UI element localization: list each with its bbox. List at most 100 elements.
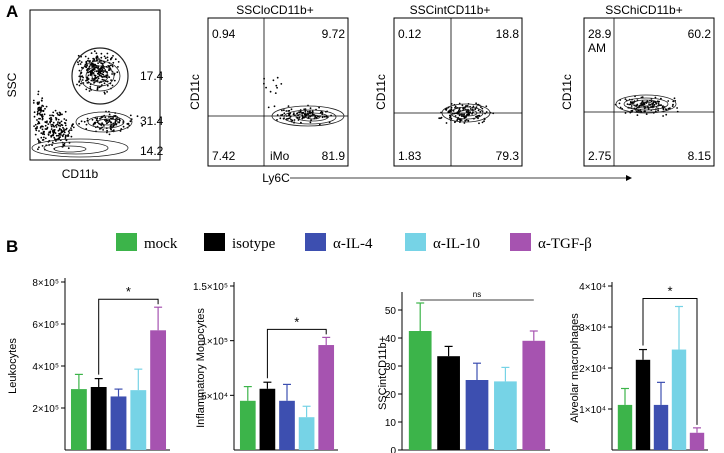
flow-event-dot xyxy=(94,64,96,67)
flow-event-dot xyxy=(289,115,292,118)
y-tick-label: 1×10⁵ xyxy=(201,337,228,348)
flow-event-dot xyxy=(464,119,467,122)
flow-event-dot xyxy=(106,129,108,132)
flow-event-dot xyxy=(98,74,101,77)
flow-event-dot xyxy=(129,120,132,123)
flow-plot-sslo: SSCloCD11b+ CD11c 0.94 9.72 7.42 81.9 iM… xyxy=(188,3,349,167)
flow-event-dot xyxy=(106,84,109,87)
flow-event-dot xyxy=(88,61,91,63)
flow-event-dot xyxy=(64,110,67,113)
flow-event-dot xyxy=(112,55,114,57)
flow-event-dot xyxy=(465,110,468,113)
flow-event-dot xyxy=(100,67,103,69)
flow-event-dot xyxy=(55,126,58,128)
flow-event-dot xyxy=(88,67,90,70)
flow-event-dot xyxy=(440,116,443,119)
y-tick-label: 1×10⁴ xyxy=(579,405,606,416)
flow-event-dot xyxy=(33,111,36,114)
flow1-gate-3: 14.2 xyxy=(140,144,164,158)
flow-event-dot xyxy=(94,74,97,77)
flow-event-dot xyxy=(50,118,53,121)
flow3-q-ul: 0.12 xyxy=(398,27,422,41)
flow2-annotation: iMo xyxy=(270,149,290,163)
flow-event-dot xyxy=(46,126,49,129)
flow-event-dot xyxy=(450,106,453,109)
flow-event-dot xyxy=(58,132,60,135)
flow-event-dot xyxy=(70,129,73,132)
flow-event-dot xyxy=(102,129,104,131)
flow-event-dot xyxy=(54,109,57,112)
flow-event-dot xyxy=(52,134,55,137)
flow-event-dot xyxy=(87,74,90,77)
flow-event-dot xyxy=(103,75,106,78)
flow-event-dot xyxy=(104,92,106,95)
flow-event-dot xyxy=(110,79,112,82)
flow-event-dot xyxy=(115,118,118,120)
flow-event-dot xyxy=(76,83,78,86)
flow-event-dot xyxy=(321,116,324,119)
flow-event-dot xyxy=(657,109,659,112)
flow-event-dot xyxy=(304,110,307,112)
flow-event-dot xyxy=(265,86,267,89)
y-tick-label: 0 xyxy=(390,446,396,453)
bar-il10 xyxy=(494,381,517,450)
flow-event-dot xyxy=(77,54,80,57)
flow2-q-ul: 0.94 xyxy=(212,27,236,41)
flow-event-dot xyxy=(62,126,64,129)
flow-event-dot xyxy=(653,103,656,106)
flow-event-dot xyxy=(309,121,312,124)
flow-event-dot xyxy=(298,111,301,114)
flow-event-dot xyxy=(456,119,458,122)
flow-event-dot xyxy=(109,64,112,67)
bar-il10 xyxy=(298,417,315,450)
flow-event-dot xyxy=(95,57,98,60)
flow-event-dot xyxy=(93,50,96,53)
flow2-title: SSCloCD11b+ xyxy=(236,3,313,17)
flow-event-dot xyxy=(95,52,98,55)
flow-event-dot xyxy=(44,121,47,123)
flow-event-dot xyxy=(471,112,473,115)
flow-event-dot xyxy=(631,102,633,105)
flow-event-dot xyxy=(104,116,107,119)
flow-event-dot xyxy=(70,135,73,138)
flow-event-dot xyxy=(37,93,40,96)
significance-bracket xyxy=(266,328,327,379)
flow-event-dot xyxy=(96,88,99,91)
flow4-q-ur: 60.2 xyxy=(688,27,712,41)
flow-event-dot xyxy=(317,115,319,118)
flow-event-dot xyxy=(59,113,62,116)
flow-event-dot xyxy=(645,113,648,115)
flow-event-dot xyxy=(643,110,646,113)
flow-event-dot xyxy=(86,117,89,120)
flow-event-dot xyxy=(39,107,42,110)
flow-event-dot xyxy=(52,111,55,114)
flow-event-dot xyxy=(290,108,293,111)
flow-event-dot xyxy=(108,113,111,116)
flow-event-dot xyxy=(309,107,312,110)
flow-event-dot xyxy=(287,117,290,120)
flow-event-dot xyxy=(294,114,296,116)
flow-event-dot xyxy=(111,65,114,68)
flow-event-dot xyxy=(39,111,42,113)
flow-event-dot xyxy=(114,58,117,61)
flow-event-dot xyxy=(108,116,110,118)
significance-label: * xyxy=(667,284,672,299)
y-tick-label: 20 xyxy=(385,390,397,401)
flow-event-dot xyxy=(103,125,105,127)
flow-event-dot xyxy=(91,70,93,72)
flow-event-dot xyxy=(472,105,475,108)
flow-event-dot xyxy=(276,114,279,116)
flow-event-dot xyxy=(38,141,40,144)
flow-event-dot xyxy=(58,138,60,140)
flow-event-dot xyxy=(635,110,638,112)
flow-event-dot xyxy=(472,111,474,113)
flow-event-dot xyxy=(103,55,106,58)
flow-event-dot xyxy=(308,111,311,113)
flow-event-dot xyxy=(311,110,314,113)
flow-event-dot xyxy=(45,105,48,108)
flow-event-dot xyxy=(629,101,632,103)
flow-event-dot xyxy=(89,64,92,66)
bar-mock xyxy=(408,331,432,450)
flow-event-dot xyxy=(41,139,44,141)
y-tick-label: 2×10⁴ xyxy=(579,364,606,375)
